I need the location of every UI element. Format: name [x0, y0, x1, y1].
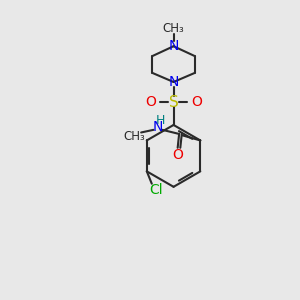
- Text: H: H: [156, 114, 165, 127]
- Text: O: O: [146, 95, 156, 109]
- Text: CH₃: CH₃: [124, 130, 145, 143]
- Text: O: O: [191, 95, 202, 109]
- Text: Cl: Cl: [149, 184, 163, 197]
- Text: CH₃: CH₃: [163, 22, 184, 35]
- Text: O: O: [172, 148, 183, 162]
- Text: S: S: [169, 94, 178, 110]
- Text: N: N: [168, 39, 179, 53]
- Text: N: N: [168, 75, 179, 89]
- Text: N: N: [153, 121, 163, 134]
